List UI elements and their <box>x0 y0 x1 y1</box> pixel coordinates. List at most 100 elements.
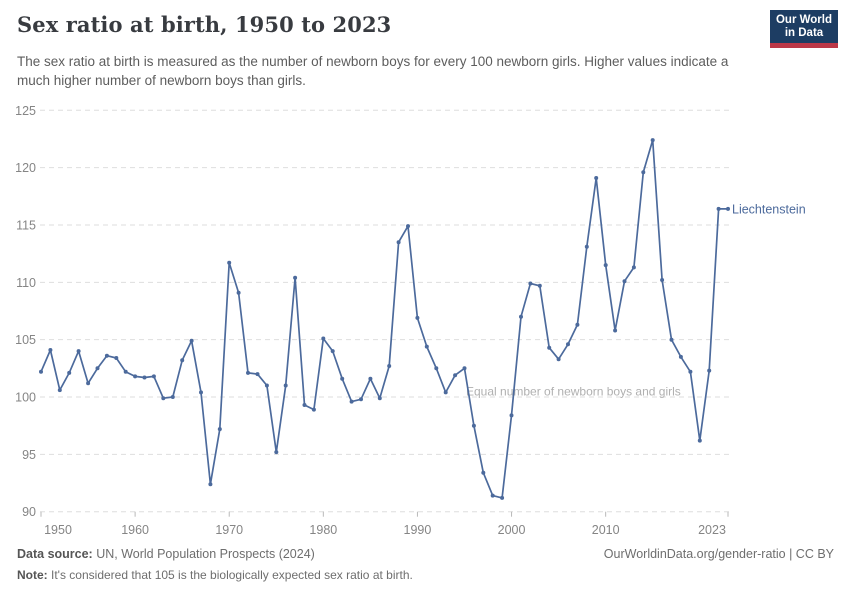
data-point[interactable] <box>594 176 599 180</box>
data-point[interactable] <box>471 423 476 428</box>
data-point[interactable] <box>481 470 486 475</box>
data-point[interactable] <box>707 368 712 373</box>
data-point[interactable] <box>76 349 81 354</box>
data-point[interactable] <box>217 427 222 432</box>
note-text: It's considered that 105 is the biologic… <box>47 568 413 582</box>
data-point[interactable] <box>255 372 260 377</box>
data-point[interactable] <box>199 390 203 395</box>
data-point[interactable] <box>462 366 467 371</box>
x-axis: 1950 1960 1970 1980 1990 2000 2010 2023 <box>40 511 729 537</box>
data-point[interactable] <box>519 314 523 319</box>
data-point[interactable] <box>180 358 185 363</box>
data-point[interactable] <box>274 450 279 455</box>
data-point[interactable] <box>48 348 53 352</box>
data-point[interactable] <box>528 281 533 286</box>
owid-logo[interactable]: Our World in Data <box>770 10 838 48</box>
data-point[interactable] <box>86 381 91 386</box>
data-source-row: Data source: UN, World Population Prospe… <box>17 547 315 561</box>
data-point[interactable] <box>189 338 194 343</box>
data-point[interactable] <box>349 399 354 404</box>
y-tick-label: 110 <box>16 276 36 290</box>
data-point[interactable] <box>104 353 109 358</box>
x-tick-label: 2010 <box>592 523 620 537</box>
gridlines: 90 95 100 105 110 115 120 125 <box>15 104 731 519</box>
y-tick-label: 95 <box>22 448 36 462</box>
data-point[interactable] <box>697 438 702 443</box>
data-point[interactable] <box>114 356 119 360</box>
x-tick-label: 1980 <box>309 523 337 537</box>
data-point[interactable] <box>509 413 514 418</box>
data-point[interactable] <box>368 376 373 381</box>
series-line[interactable] <box>40 139 729 499</box>
data-point[interactable] <box>650 138 655 143</box>
data-point[interactable] <box>631 265 636 270</box>
data-point[interactable] <box>490 493 495 498</box>
data-point[interactable] <box>387 364 392 368</box>
data-point[interactable] <box>57 388 62 393</box>
data-point[interactable] <box>556 357 561 362</box>
data-point[interactable] <box>660 278 665 282</box>
chart-subtitle: The sex ratio at birth is measured as th… <box>17 54 729 88</box>
data-point[interactable] <box>415 315 420 320</box>
data-point[interactable] <box>246 370 250 375</box>
data-point[interactable] <box>133 374 138 379</box>
data-point[interactable] <box>584 244 589 249</box>
data-point[interactable] <box>161 396 166 401</box>
data-point[interactable] <box>424 344 429 349</box>
data-point[interactable] <box>537 283 542 288</box>
data-point[interactable] <box>39 369 43 374</box>
series-liechtenstein[interactable] <box>39 138 730 500</box>
x-tick-label: 1960 <box>121 523 149 537</box>
data-point[interactable] <box>302 403 307 407</box>
data-point[interactable] <box>208 482 213 487</box>
data-point[interactable] <box>123 369 128 374</box>
data-point[interactable] <box>678 354 683 359</box>
data-point[interactable] <box>641 170 646 175</box>
x-tick-label: 1970 <box>215 523 243 537</box>
data-point[interactable] <box>227 260 232 265</box>
data-point[interactable] <box>151 374 156 379</box>
data-point[interactable] <box>669 337 674 342</box>
data-point[interactable] <box>170 395 175 399</box>
note-row: Note: It's considered that 105 is the bi… <box>17 568 413 582</box>
data-point[interactable] <box>321 336 326 341</box>
x-tick-label: 2023 <box>698 523 726 537</box>
data-point[interactable] <box>575 322 580 327</box>
y-tick-label: 115 <box>16 218 36 232</box>
credit-link[interactable]: OurWorldinData.org/gender-ratio | CC BY <box>603 547 834 561</box>
data-point[interactable] <box>236 290 241 295</box>
data-point[interactable] <box>613 328 618 333</box>
data-point[interactable] <box>500 495 505 500</box>
data-point[interactable] <box>547 345 552 350</box>
data-point[interactable] <box>377 396 382 401</box>
data-point[interactable] <box>406 224 410 229</box>
data-point[interactable] <box>330 349 335 354</box>
data-point[interactable] <box>142 375 147 380</box>
data-point[interactable] <box>688 369 693 374</box>
data-point[interactable] <box>264 383 269 388</box>
owid-logo-line1: Our World <box>775 13 832 26</box>
equal-ratio-annotation: Equal number of newborn boys and girls <box>466 385 681 399</box>
data-point[interactable] <box>603 263 608 268</box>
data-point[interactable] <box>67 370 72 375</box>
data-point[interactable] <box>443 390 448 395</box>
data-point[interactable] <box>396 240 401 245</box>
data-point[interactable] <box>340 376 345 381</box>
data-source-text: UN, World Population Prospects (2024) <box>92 547 315 561</box>
y-tick-label: 125 <box>15 104 36 118</box>
data-point[interactable] <box>293 275 298 280</box>
data-point[interactable] <box>716 206 721 211</box>
data-point[interactable] <box>359 397 363 402</box>
y-tick-label: 105 <box>15 333 36 347</box>
data-point[interactable] <box>283 383 288 388</box>
data-point[interactable] <box>434 366 439 371</box>
page-title: Sex ratio at birth, 1950 to 2023 <box>17 12 392 37</box>
data-point[interactable] <box>622 279 627 284</box>
data-point[interactable] <box>726 206 730 211</box>
data-point[interactable] <box>95 366 100 371</box>
data-point[interactable] <box>453 373 458 378</box>
data-point[interactable] <box>566 342 570 347</box>
series-label[interactable]: Liechtenstein <box>732 202 806 216</box>
data-point[interactable] <box>311 407 316 412</box>
